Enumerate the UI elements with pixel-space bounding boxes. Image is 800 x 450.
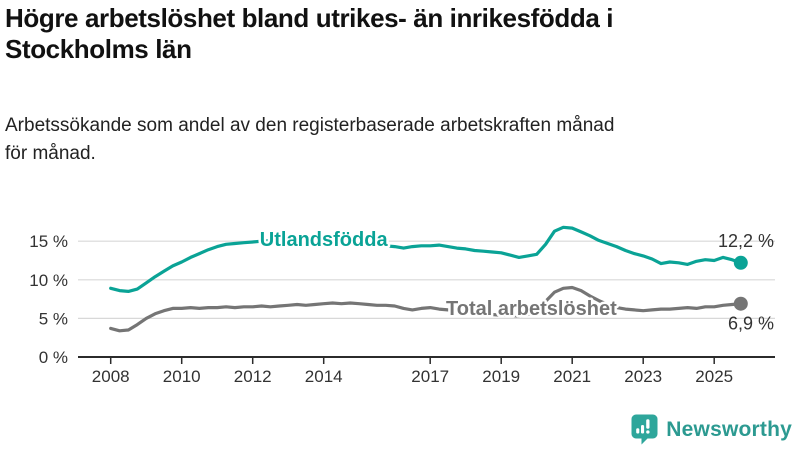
logo-exclamation-stem [646, 419, 650, 429]
title-line-2: Stockholms län [5, 34, 192, 64]
x-tick-label: 2021 [553, 367, 591, 386]
logo-bar-short [636, 428, 640, 434]
series-end-dot [733, 296, 748, 311]
logo-exclamation-dot [646, 430, 650, 434]
series-end-dot [733, 255, 748, 270]
y-tick-label: 0 % [39, 348, 68, 367]
line-series [109, 285, 743, 333]
x-tick-label: 2023 [624, 367, 662, 386]
logo-bar-tall [641, 425, 645, 434]
y-tick-label: 5 % [39, 309, 68, 328]
series-label: Utlandsfödda [260, 229, 389, 251]
x-tick-label: 2017 [411, 367, 449, 386]
x-tick-label: 2014 [305, 367, 343, 386]
y-tick-label: 10 % [29, 271, 68, 290]
line-series [109, 225, 743, 293]
page-title: Högre arbetslöshet bland utrikes- än inr… [5, 3, 613, 65]
x-tick-label: 2019 [482, 367, 520, 386]
chart-subtitle: Arbetssökande som andel av den registerb… [5, 112, 614, 168]
x-tick-label: 2012 [234, 367, 272, 386]
series-label: Total arbetslöshet [446, 298, 617, 320]
subtitle-line-2: för månad. [5, 143, 96, 164]
x-tick-label: 2025 [695, 367, 733, 386]
series-end-value-label: 12,2 % [718, 231, 774, 251]
newsworthy-branding: Newsworthy [631, 414, 792, 445]
newsworthy-logo-icon [631, 414, 658, 445]
x-tick-label: 2010 [163, 367, 201, 386]
x-tick-label: 2008 [92, 367, 130, 386]
subtitle-line-1: Arbetssökande som andel av den registerb… [5, 115, 615, 136]
newsworthy-wordmark: Newsworthy [666, 417, 792, 441]
y-tick-label: 15 % [29, 232, 68, 251]
series-end-value-label: 6,9 % [728, 314, 774, 334]
title-line-1: Högre arbetslöshet bland utrikes- än inr… [5, 3, 614, 33]
